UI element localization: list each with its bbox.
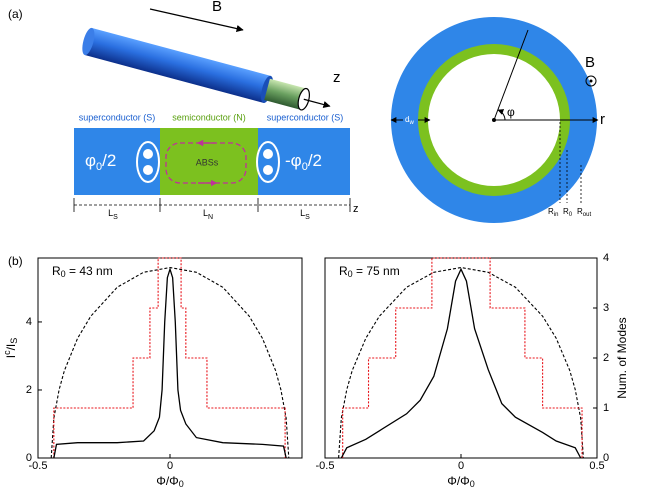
region-label: semiconductor (N) (172, 112, 246, 122)
series-line (340, 267, 582, 459)
length-label: LS (300, 208, 310, 220)
y2-tick-label: 4 (603, 252, 609, 264)
y2-axis-label: Num. of Modes (615, 317, 629, 398)
series-line (50, 266, 290, 459)
panel-label: (b) (8, 254, 23, 268)
plot-frame (37, 257, 303, 459)
annotation: R0 = 75 nm (339, 264, 400, 279)
field-label: B (585, 54, 595, 71)
series-line (342, 257, 583, 458)
radius-label: Rin (548, 207, 558, 217)
phase-label: φ0/2 (85, 151, 116, 172)
length-label: LS (108, 208, 118, 220)
panel-label: (a) (8, 7, 23, 21)
radius-label: Rout (577, 207, 591, 217)
abs-label: ABSs (196, 157, 219, 167)
radius-label: R0 (563, 207, 573, 217)
x-axis-label: Φ/Φ0 (447, 474, 475, 489)
annotation: R0 = 43 nm (52, 264, 113, 279)
series-line (338, 266, 584, 459)
y2-tick-label: 1 (603, 402, 609, 414)
region-label: superconductor (S) (267, 112, 344, 122)
x-axis-label: Φ/Φ0 (156, 474, 184, 489)
vortex (136, 141, 280, 183)
series-line (53, 257, 286, 458)
field-symbol (589, 79, 593, 83)
angle-arc (497, 109, 506, 121)
y-tick-label: 4 (26, 316, 32, 328)
field-symbol (585, 75, 597, 87)
semiconductor (160, 128, 258, 195)
y2-tick-label: 3 (603, 302, 609, 314)
plot-frame (324, 257, 598, 459)
series-line (53, 267, 287, 459)
angle-label: φ (507, 105, 515, 119)
x-tick-label: 0 (167, 460, 173, 472)
phase-label: -φ0/2 (285, 151, 322, 172)
axis-label: z (353, 203, 359, 215)
dimension-lines (73, 198, 351, 212)
field-arrow (149, 8, 244, 33)
length-label: LN (203, 208, 213, 220)
region-label: superconductor (S) (79, 112, 156, 122)
radius-line (493, 29, 529, 121)
radial-label: r (600, 111, 605, 128)
superconductor (74, 128, 160, 195)
y2-tick-label: 0 (603, 452, 609, 464)
x-tick-label: 0.5 (589, 460, 604, 472)
superconductor (258, 128, 350, 195)
wall-label: dw (405, 115, 414, 125)
y-axis-label: Ic/IS (2, 338, 19, 359)
y-tick-label: 0 (26, 452, 32, 464)
y2-tick-label: 2 (603, 352, 609, 364)
nanowire (82, 27, 331, 111)
field-label: B (212, 0, 222, 15)
x-tick-label: 0 (458, 460, 464, 472)
y-tick-label: 2 (26, 384, 32, 396)
x-tick-label: -0.5 (316, 460, 335, 472)
axis-label: z (333, 69, 341, 86)
x-tick-label: -0.5 (29, 460, 48, 472)
radius-markers (559, 122, 582, 203)
